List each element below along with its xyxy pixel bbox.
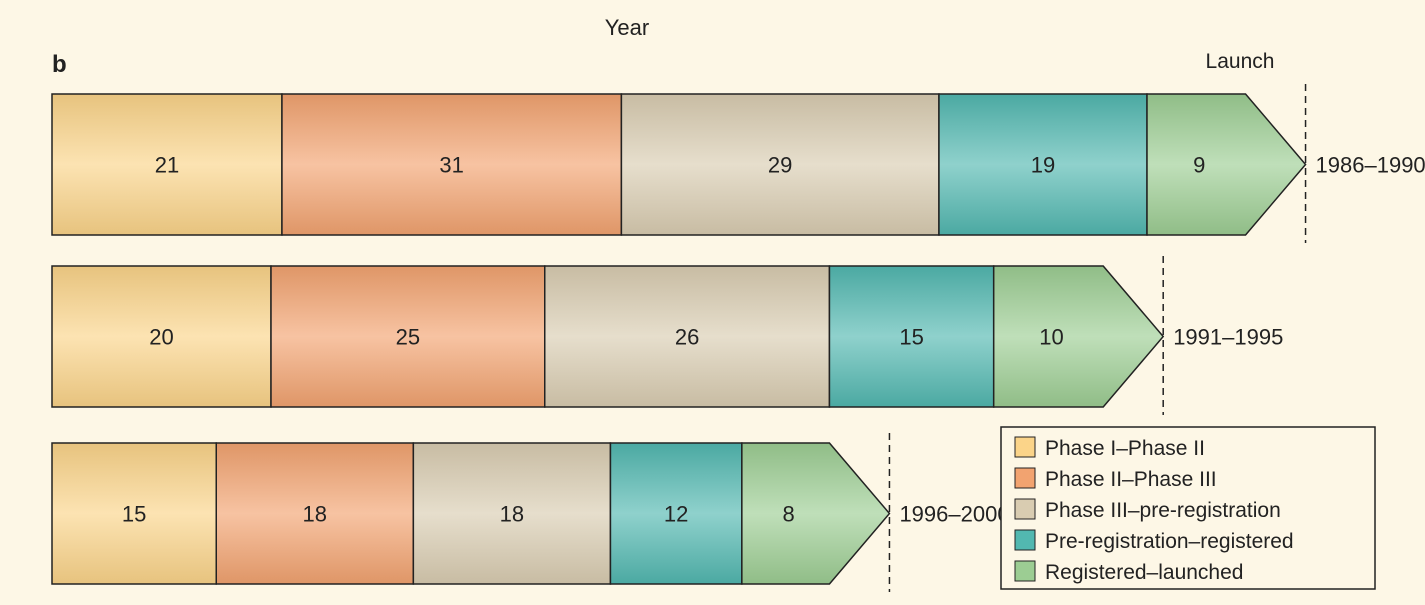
legend-box: [1000, 426, 1376, 590]
bar-segment-shape: [544, 265, 831, 408]
category-label: 1996–2000: [899, 502, 1009, 527]
data-label: 18: [303, 502, 327, 527]
bar-segment: 25: [270, 265, 546, 408]
data-label: 15: [899, 325, 923, 350]
data-label: 29: [768, 153, 792, 178]
legend-swatch: [1014, 436, 1036, 458]
data-label: 15: [122, 502, 146, 527]
bar-segment: 12: [609, 442, 743, 585]
data-label: 10: [1039, 325, 1063, 350]
bar-row: 21 31 29 19 9 1986–1990: [51, 84, 1425, 243]
bar-segment: 10: [992, 265, 1165, 408]
bar-row: 15 18 18 12 8 1996–2000: [51, 433, 1010, 592]
data-label: 31: [439, 153, 463, 178]
legend-swatch: [1014, 529, 1036, 551]
bar-segment-shape: [51, 93, 283, 236]
launch-label: Launch: [1206, 50, 1275, 73]
legend-label: Pre-registration–registered: [1045, 530, 1294, 553]
bar-segment: 20: [51, 265, 272, 408]
bar-segment-shape: [51, 265, 272, 408]
bar-segment: 31: [281, 93, 623, 236]
bar-segment: 19: [938, 93, 1148, 236]
data-label: 19: [1031, 153, 1055, 178]
legend-swatch: [1014, 467, 1036, 489]
bar-segment: 8: [741, 442, 891, 585]
data-label: 12: [664, 502, 688, 527]
data-label: 26: [675, 325, 699, 350]
bar-segment: 29: [620, 93, 940, 236]
data-label: 25: [396, 325, 420, 350]
bar-segment-shape: [620, 93, 940, 236]
bar-arrow-shape: [741, 442, 891, 585]
bar-segment-shape: [828, 265, 995, 408]
bar-segment-shape: [270, 265, 546, 408]
legend-swatch: [1014, 498, 1036, 520]
bar-arrow-shape: [992, 265, 1165, 408]
bar-segment: 18: [215, 442, 415, 585]
bar-segment-shape: [51, 442, 217, 585]
bar-row: 20 25 26 15 10 1991–1995: [51, 256, 1283, 415]
legend-label: Phase II–Phase III: [1045, 468, 1217, 491]
axis-title: Year: [605, 15, 649, 40]
legend-item: Registered–launched: [1014, 560, 1243, 584]
bar-segment: 26: [544, 265, 831, 408]
data-label: 20: [149, 325, 173, 350]
legend-item: Phase I–Phase II: [1014, 436, 1205, 460]
bar-segment: 9: [1146, 93, 1307, 236]
bar-segment-shape: [938, 93, 1148, 236]
data-label: 8: [783, 502, 795, 527]
legend-label: Phase I–Phase II: [1045, 437, 1205, 460]
bar-segment: 21: [51, 93, 283, 236]
bar-segment: 15: [828, 265, 995, 408]
bar-segment: 15: [51, 442, 217, 585]
bar-segment-shape: [412, 442, 612, 585]
bar-arrow-shape: [1146, 93, 1307, 236]
category-label: 1986–1990: [1316, 153, 1425, 178]
bar-segment-shape: [281, 93, 623, 236]
legend-item: Pre-registration–registered: [1014, 529, 1294, 553]
legend-swatch: [1014, 560, 1036, 582]
legend-item: Phase III–pre-registration: [1014, 498, 1281, 522]
bar-segment-shape: [609, 442, 743, 585]
bar-segment: 18: [412, 442, 612, 585]
legend-label: Phase III–pre-registration: [1045, 499, 1281, 522]
panel-label: b: [52, 51, 67, 78]
legend-label: Registered–launched: [1045, 561, 1243, 584]
data-label: 9: [1193, 153, 1205, 178]
legend: Phase I–Phase II Phase II–Phase III Phase …: [1000, 426, 1376, 590]
legend-item: Phase II–Phase III: [1014, 467, 1217, 491]
bar-segment-shape: [215, 442, 415, 585]
data-label: 21: [155, 153, 179, 178]
category-label: 1991–1995: [1173, 325, 1283, 350]
data-label: 18: [500, 502, 524, 527]
